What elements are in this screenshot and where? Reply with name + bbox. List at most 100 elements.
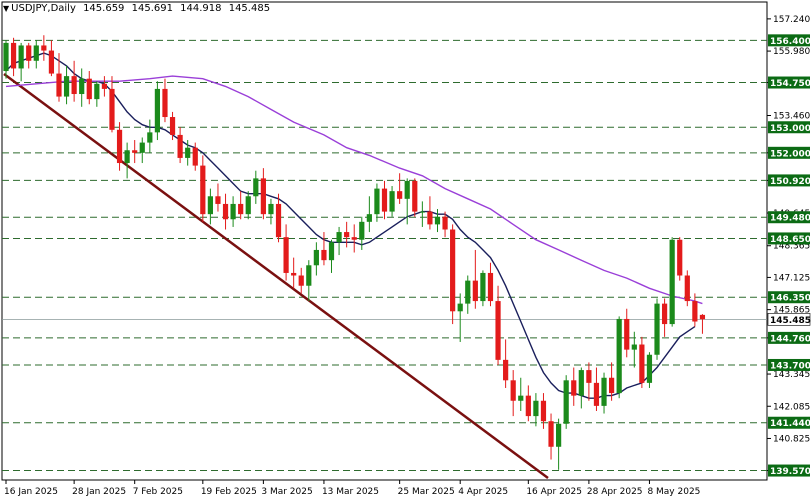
trendline (3, 72, 549, 480)
high-value: 145.691 (131, 3, 173, 14)
candle-body (260, 178, 266, 215)
candle (397, 173, 403, 204)
candle-body (313, 249, 319, 266)
candle (275, 193, 282, 243)
candle (661, 298, 668, 337)
candle-body (495, 301, 501, 360)
y-tick-label: 142.085 (773, 402, 810, 412)
candle-body (169, 117, 176, 135)
level-label: 141.440 (770, 419, 811, 429)
plot-frame (1, 1, 768, 481)
candle (556, 418, 562, 470)
candle (457, 293, 463, 342)
candle (321, 232, 327, 266)
level-label: 156.400 (770, 37, 811, 47)
candle (344, 221, 350, 248)
candle-body (230, 203, 236, 220)
candle-body (283, 237, 289, 273)
candle-body (434, 216, 441, 225)
x-tick-label: 16 Apr 2025 (526, 487, 582, 497)
candle (169, 111, 176, 141)
x-tick-label: 28 Apr 2025 (587, 487, 643, 497)
candle-body (593, 382, 600, 406)
candle (442, 211, 448, 238)
candle (684, 270, 690, 307)
candle-body (18, 45, 24, 69)
candle (374, 183, 380, 222)
level-label-box (768, 34, 810, 47)
candle-body (139, 142, 145, 153)
candle (215, 183, 221, 212)
candle (41, 35, 47, 61)
candle (86, 71, 92, 105)
candle-body (586, 370, 592, 383)
candle-body (245, 196, 251, 215)
candle-body (472, 280, 478, 302)
candle (268, 198, 274, 225)
candle (26, 42, 32, 69)
candle (328, 239, 335, 273)
candle-body (222, 203, 229, 220)
candle (548, 413, 554, 460)
candle (313, 242, 319, 276)
candle (616, 316, 622, 399)
candle (192, 142, 198, 171)
candle-body (275, 203, 282, 238)
candle-body (101, 83, 108, 89)
x-tick-label: 19 Feb 2025 (201, 487, 257, 497)
candle-body (412, 180, 418, 212)
symbol-timeframe: USDJPY,Daily (11, 3, 76, 14)
candle-body (609, 377, 615, 394)
candle (601, 372, 607, 414)
level-label-box (768, 146, 810, 159)
open-value: 145.659 (83, 3, 125, 14)
level-label-box (768, 121, 810, 134)
candle (366, 196, 372, 233)
candle (381, 180, 388, 220)
candle-body (692, 301, 698, 322)
candle-body (116, 129, 123, 164)
candle (3, 40, 9, 79)
candle (238, 191, 244, 220)
candle-body (79, 78, 85, 95)
level-label: 146.350 (770, 294, 811, 304)
candle (487, 262, 494, 307)
candle (540, 393, 547, 429)
candle-body (457, 303, 463, 312)
candle-body (162, 88, 168, 118)
candle-body (518, 395, 524, 401)
candle (222, 193, 229, 230)
candle-body (503, 359, 509, 381)
candle-body (677, 239, 683, 276)
y-tick-label: 153.460 (773, 111, 810, 121)
candle-body (624, 318, 630, 350)
candle-body (381, 188, 388, 212)
candle-body (63, 76, 70, 97)
candle-body (3, 42, 9, 72)
candle (533, 393, 539, 427)
current-price-label: 145.485 (770, 316, 811, 326)
level-label-box (768, 76, 810, 89)
candle-body (109, 88, 115, 130)
candle (525, 385, 531, 422)
candle (139, 137, 145, 164)
candle (593, 367, 600, 411)
candle (94, 81, 100, 107)
level-label: 143.700 (770, 361, 811, 371)
candle (177, 127, 183, 164)
x-tick-label: 4 Apr 2025 (458, 487, 508, 497)
candle-body (404, 180, 410, 199)
candle-body (200, 165, 206, 215)
candle-body (41, 45, 47, 51)
candle-body (344, 232, 350, 238)
candle-body (684, 275, 690, 302)
candle (71, 60, 77, 102)
y-tick-label: 140.825 (773, 434, 810, 444)
candle (245, 191, 251, 220)
candle (389, 186, 395, 217)
y-tick-label: 143.345 (773, 370, 810, 380)
candle-body (548, 421, 554, 447)
level-label: 154.750 (770, 79, 811, 89)
x-tick-label: 3 Mar 2025 (261, 487, 312, 497)
